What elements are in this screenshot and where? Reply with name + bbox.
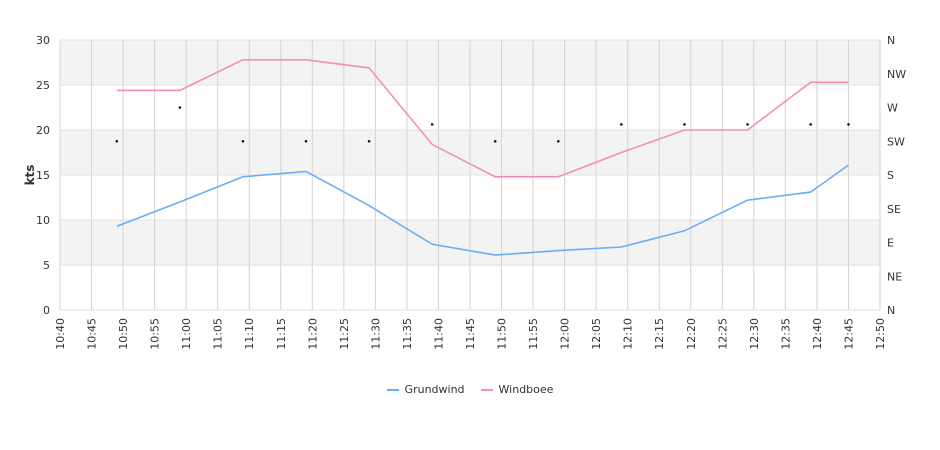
y-tick-label: 20 — [36, 124, 50, 137]
x-tick-label: 12:05 — [590, 318, 603, 350]
x-tick-label: 12:00 — [559, 318, 572, 350]
x-tick-label: 11:30 — [369, 318, 382, 350]
x-tick-label: 11:55 — [527, 318, 540, 350]
x-tick-label: 11:05 — [212, 318, 225, 350]
x-tick-label: 10:55 — [149, 318, 162, 350]
direction-marker — [809, 123, 812, 126]
x-tick-label: 10:50 — [117, 318, 130, 350]
x-tick-label: 11:35 — [401, 318, 414, 350]
x-tick-label: 12:45 — [842, 318, 855, 350]
horizontal-gridlines — [60, 39, 880, 311]
y2-tick-label: SE — [887, 203, 901, 216]
direction-marker — [620, 123, 623, 126]
y-axis-title: kts — [23, 165, 37, 186]
x-tick-label: 12:35 — [779, 318, 792, 350]
y2-tick-label: N — [887, 34, 895, 47]
y2-tick-label: S — [887, 169, 894, 182]
y2-axis-ticks: N NE E SE S SW W NW N — [887, 34, 906, 317]
direction-marker — [367, 139, 371, 143]
series-lines — [116, 59, 849, 256]
x-tick-label: 11:10 — [243, 318, 256, 350]
legend-label: Grundwind — [404, 383, 465, 396]
direction-marker — [847, 123, 850, 126]
x-tick-label: 11:00 — [180, 318, 193, 350]
x-tick-label: 12:40 — [811, 318, 824, 350]
legend-swatch — [386, 388, 399, 391]
direction-marker — [493, 139, 497, 143]
x-tick-label: 12:20 — [685, 318, 698, 350]
y2-tick-label: E — [887, 237, 894, 250]
y2-tick-label: SW — [887, 135, 905, 148]
legend: Grundwind Windboee — [0, 383, 940, 396]
y-tick-label: 5 — [43, 259, 50, 272]
legend-item-grundwind[interactable]: Grundwind — [386, 383, 465, 396]
legend-label: Windboee — [498, 383, 554, 396]
y-tick-label: 0 — [43, 304, 50, 317]
x-tick-label: 12:25 — [716, 318, 729, 350]
direction-marker — [304, 139, 308, 143]
x-tick-label: 11:40 — [432, 318, 445, 350]
direction-marker — [241, 139, 245, 143]
direction-marker — [746, 123, 749, 126]
x-tick-label: 12:15 — [653, 318, 666, 350]
x-tick-label: 11:50 — [496, 318, 509, 350]
series-line-grundwind — [116, 164, 849, 256]
x-tick-label: 11:20 — [306, 318, 319, 350]
x-tick-label: 10:40 — [54, 318, 67, 350]
y2-tick-label: NE — [887, 270, 902, 283]
direction-marker — [683, 123, 686, 126]
x-axis-ticks: 10:40 10:45 10:50 10:55 11:00 11:05 11:10 11:15… — [54, 318, 887, 350]
x-tick-label: 11:15 — [275, 318, 288, 350]
series-line-windboee — [116, 59, 849, 178]
legend-item-windboee[interactable]: Windboee — [480, 383, 554, 396]
y2-tick-label: N — [887, 304, 895, 317]
direction-marker — [430, 123, 434, 126]
direction-marker — [178, 106, 182, 109]
y2-tick-label: W — [887, 102, 898, 115]
y-tick-label: 10 — [36, 214, 50, 227]
x-tick-label: 12:50 — [874, 318, 887, 350]
direction-marker — [557, 139, 560, 143]
x-tick-label: 11:25 — [338, 318, 351, 350]
x-tick-label: 10:45 — [86, 318, 99, 350]
y2-tick-label: NW — [887, 68, 906, 81]
x-tick-label: 12:30 — [748, 318, 761, 350]
y-tick-label: 15 — [36, 169, 50, 182]
y-axis-ticks: 0 5 10 15 20 25 30 — [36, 34, 50, 317]
x-tick-label: 12:10 — [622, 318, 635, 350]
direction-markers — [115, 106, 850, 143]
legend-swatch — [480, 388, 493, 391]
direction-marker — [115, 139, 119, 143]
x-tick-label: 11:45 — [464, 318, 477, 350]
y-tick-label: 30 — [36, 34, 50, 47]
y-tick-label: 25 — [36, 79, 50, 92]
